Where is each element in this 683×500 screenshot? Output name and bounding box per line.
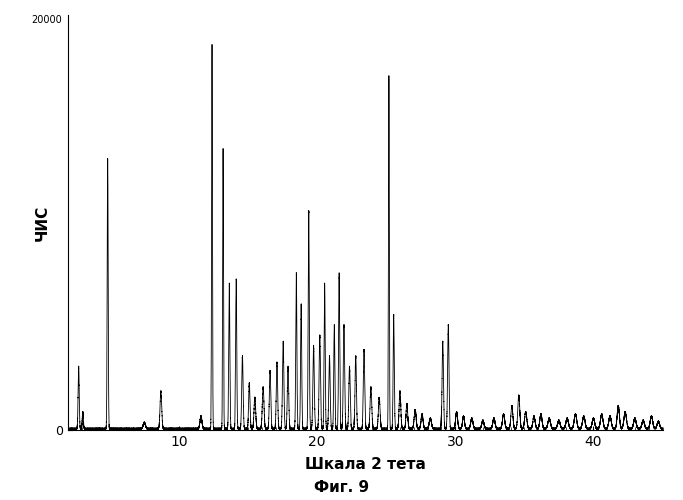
Y-axis label: ЧИС: ЧИС [35,204,50,240]
Text: Фиг. 9: Фиг. 9 [314,480,369,495]
X-axis label: Шкала 2 тета: Шкала 2 тета [305,457,426,472]
Text: 20000: 20000 [31,15,62,25]
